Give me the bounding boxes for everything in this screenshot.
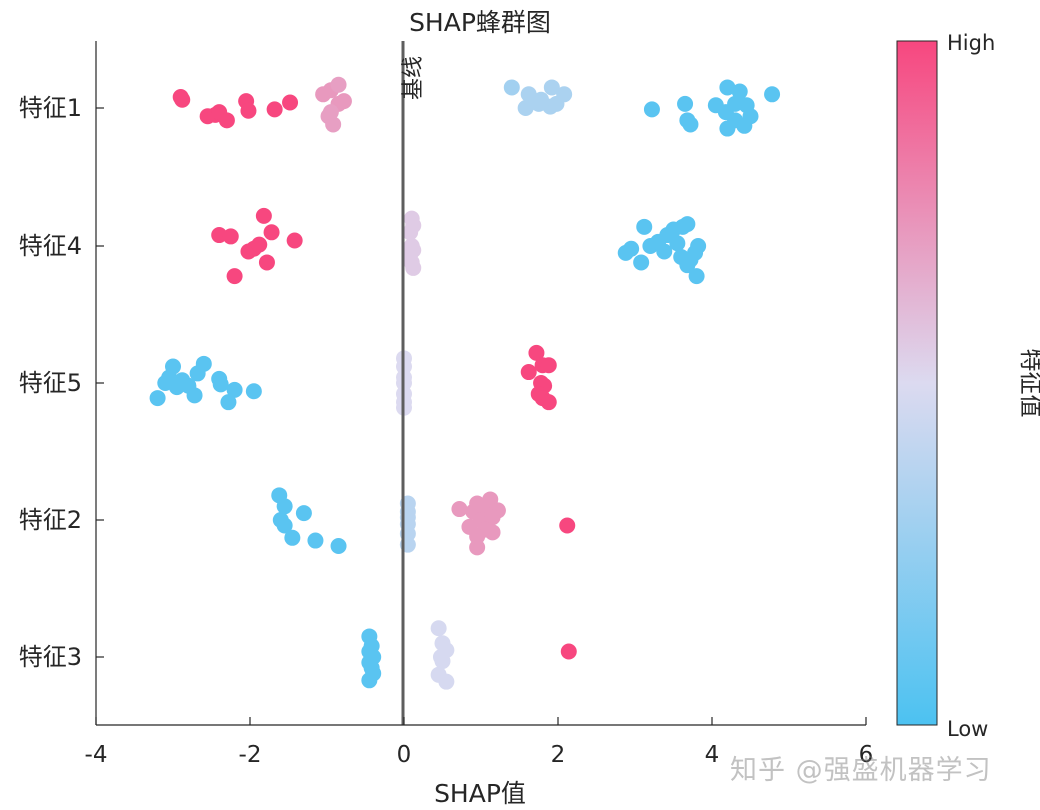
shap-point (540, 394, 557, 411)
shap-point (251, 236, 268, 253)
shap-point (677, 95, 694, 112)
shap-point (559, 517, 576, 534)
shap-point (764, 86, 781, 103)
shap-point (520, 86, 537, 103)
x-axis-label: SHAP值 (434, 779, 526, 808)
shap-point (263, 224, 280, 241)
shap-point (517, 100, 534, 116)
shap-point (276, 498, 293, 515)
shap-point (335, 93, 352, 110)
watermark-text: 知乎 @强盛机器学习 (730, 755, 992, 786)
shap-point (284, 529, 301, 546)
chart-title: SHAP蜂群图 (409, 8, 551, 37)
x-tick-label: -4 (85, 742, 108, 768)
colorbar-high-label: High (947, 31, 995, 55)
colorbar-gradient (896, 40, 938, 726)
shap-point (503, 79, 520, 96)
shap-point (212, 376, 229, 393)
shap-point (469, 528, 486, 545)
shap-point (286, 232, 303, 249)
shap-point (469, 539, 486, 556)
shap-point (255, 207, 272, 224)
shap-point (174, 91, 191, 108)
shap-point (656, 243, 673, 260)
shap-point (484, 524, 501, 541)
shap-point (528, 344, 545, 361)
y-tick-label: 特征5 (19, 369, 82, 397)
shap-point (719, 120, 736, 137)
shap-point (679, 257, 696, 274)
shap-point (402, 224, 419, 241)
shap-point (165, 358, 181, 375)
shap-point (222, 228, 239, 245)
shap-point (679, 216, 696, 233)
axes (95, 41, 866, 726)
shap-point (548, 95, 565, 112)
shap-point (218, 112, 235, 129)
shap-point (149, 390, 166, 407)
shap-point (258, 254, 275, 271)
shap-point (226, 381, 243, 398)
shap-point (688, 268, 705, 285)
shap-point (643, 101, 660, 118)
shap-point (295, 505, 312, 522)
shap-point (405, 259, 422, 276)
shap-point (451, 501, 468, 518)
shap-point (220, 394, 237, 411)
y-tick-label: 特征4 (19, 232, 82, 260)
shap-point (226, 268, 243, 285)
shap-point (623, 240, 640, 257)
shap-point (484, 509, 501, 526)
shap-point (520, 364, 537, 381)
y-ticks: 特征1 特征4 特征5 特征2 特征3 (19, 94, 104, 671)
y-tick-label: 特征3 (19, 643, 82, 671)
shap-point (195, 355, 212, 372)
shap-point (325, 116, 342, 133)
shap-point (742, 108, 759, 125)
shap-point (186, 387, 203, 404)
shap-point (361, 672, 378, 689)
colorbar-title: 特征值 (1017, 349, 1040, 418)
shap-point (276, 517, 293, 534)
x-tick-label: 6 (859, 742, 874, 768)
shap-point (560, 643, 577, 660)
x-tick-label: 0 (397, 742, 412, 768)
shap-point (322, 104, 339, 121)
y-tick-label: 特征1 (19, 94, 82, 122)
shap-point (240, 102, 257, 119)
shap-point (719, 79, 736, 96)
shap-point (434, 653, 451, 670)
shap-point (682, 116, 699, 133)
x-tick-label: 4 (705, 742, 720, 768)
shap-point (330, 538, 347, 555)
shap-point (330, 76, 347, 93)
shap-point (731, 83, 748, 100)
x-tick-label: 2 (551, 742, 566, 768)
shap-point (438, 673, 455, 690)
colorbar: High Low 特征值 (896, 31, 1040, 741)
x-ticks: -4 -2 0 2 4 6 (85, 717, 874, 768)
shap-point (430, 620, 447, 637)
shap-point (669, 235, 686, 252)
shap-point (307, 532, 324, 549)
shap-point (690, 238, 707, 254)
shap-point (266, 101, 283, 118)
shap-point (633, 254, 650, 271)
shap-point (543, 79, 560, 96)
points-layer (149, 76, 781, 690)
y-tick-label: 特征2 (19, 506, 82, 534)
shap-point (540, 357, 557, 374)
shap-point (282, 94, 299, 111)
shap-point (245, 383, 262, 400)
colorbar-low-label: Low (947, 717, 988, 741)
shap-point (636, 218, 653, 235)
x-tick-label: -2 (239, 742, 262, 768)
baseline-label: 基线 (401, 56, 426, 100)
